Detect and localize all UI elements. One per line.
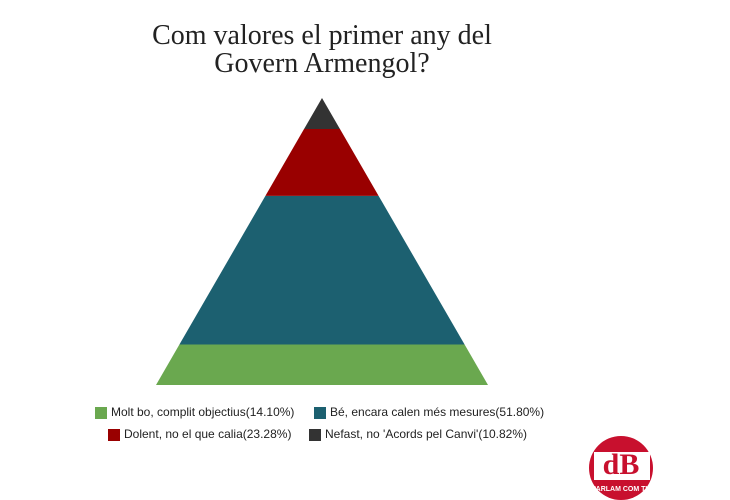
logo-tagline: PARLAM COM TU [592,486,651,493]
legend-swatch [108,429,120,441]
pyramid-segment [179,195,465,345]
legend-label: Nefast, no 'Acords pel Canvi'(10.82%) [325,427,527,441]
logo-box [594,452,650,480]
legend-swatch [95,407,107,419]
pyramid-segment [265,129,379,196]
legend-label: Dolent, no el que calia(23.28%) [124,427,291,441]
pyramid-segment [304,98,340,130]
legend-label: Molt bo, complit objectius(14.10%) [111,405,294,419]
chart-title: Com valores el primer any del [152,20,492,51]
legend-swatch [314,407,326,419]
logo-text: dB [603,448,640,481]
pyramid-segment [156,344,488,385]
logo: dB PARLAM COM TU [589,436,653,500]
chart-title: Govern Armengol? [214,48,429,79]
legend-swatch [309,429,321,441]
legend-label: Bé, encara calen més mesures(51.80%) [330,405,544,419]
